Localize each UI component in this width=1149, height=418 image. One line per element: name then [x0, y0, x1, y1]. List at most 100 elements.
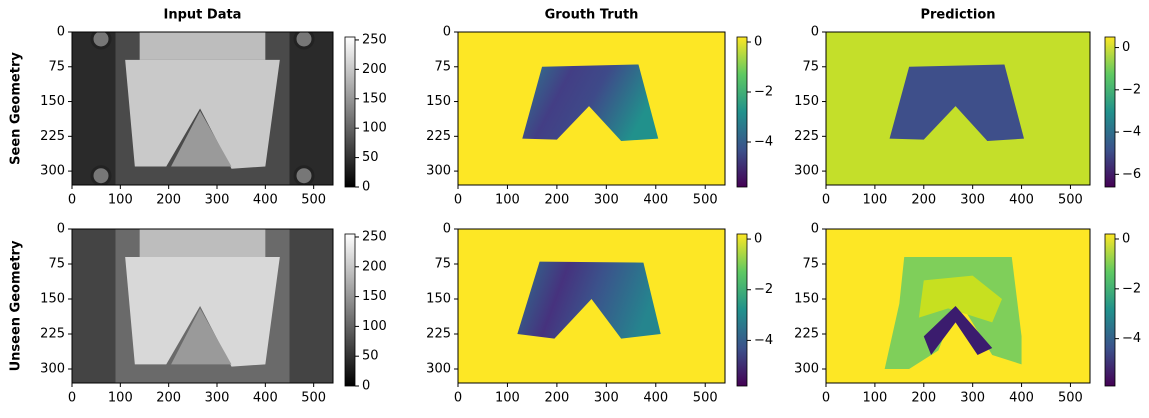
- image: [72, 229, 333, 383]
- y-tick-label: 75: [48, 59, 65, 74]
- x-tick-label: 500: [301, 193, 326, 208]
- y-tick-label: 150: [794, 292, 819, 307]
- colorbar-tick-label: 50: [362, 150, 379, 165]
- y-tick-label: 75: [802, 257, 819, 272]
- colorbar-tick-label: 200: [362, 259, 387, 274]
- colorbar-tick-label: 0: [754, 232, 762, 247]
- photo-rail: [72, 229, 116, 383]
- colorbar-tick-label: 250: [362, 229, 387, 244]
- field-bg: [458, 229, 725, 383]
- panel-title: Prediction: [920, 8, 995, 23]
- x-tick-label: 200: [544, 193, 569, 208]
- x-tick-label: 500: [301, 391, 326, 406]
- photo-rail: [290, 229, 334, 383]
- colorbar-tick-label: 200: [362, 62, 387, 77]
- x-tick-label: 300: [594, 193, 619, 208]
- colorbar-tick-label: 250: [362, 32, 387, 47]
- image: [458, 32, 725, 185]
- x-tick-label: 0: [68, 193, 76, 208]
- y-tick-label: 225: [426, 129, 451, 144]
- colorbar-tick-label: 0: [754, 35, 762, 50]
- x-tick-label: 500: [693, 193, 718, 208]
- x-tick-label: 300: [960, 193, 985, 208]
- colorbar: [1105, 37, 1115, 187]
- colorbar-tick-label: −2: [754, 85, 773, 100]
- y-tick-label: 300: [40, 362, 65, 377]
- y-tick-label: 75: [434, 59, 451, 74]
- y-tick-label: 225: [40, 129, 65, 144]
- y-tick-label: 300: [40, 164, 65, 179]
- colorbar: [737, 234, 747, 386]
- x-tick-label: 200: [911, 193, 936, 208]
- row-label: Unseen Geometry: [9, 240, 24, 371]
- y-tick-label: 225: [794, 129, 819, 144]
- y-tick-label: 300: [426, 164, 451, 179]
- photo-bolt: [92, 30, 110, 48]
- panel-title: Grouth Truth: [545, 8, 639, 23]
- photo-bolt: [295, 30, 313, 48]
- y-tick-label: 0: [443, 25, 451, 40]
- x-tick-label: 100: [108, 391, 133, 406]
- y-tick-label: 300: [426, 362, 451, 377]
- colorbar: [737, 37, 747, 187]
- x-tick-label: 200: [544, 391, 569, 406]
- colorbar-tick-label: 50: [362, 349, 379, 364]
- photo-rail: [72, 32, 116, 185]
- x-tick-label: 400: [1009, 391, 1034, 406]
- y-tick-label: 75: [434, 257, 451, 272]
- x-tick-label: 100: [862, 391, 887, 406]
- colorbar-tick-label: 100: [362, 121, 387, 136]
- x-tick-label: 200: [156, 193, 181, 208]
- colorbar-tick-label: 0: [1122, 40, 1130, 55]
- x-tick-label: 200: [911, 391, 936, 406]
- x-tick-label: 400: [253, 193, 278, 208]
- photo-top: [140, 229, 266, 257]
- x-tick-label: 500: [1058, 193, 1083, 208]
- x-tick-label: 0: [454, 391, 462, 406]
- photo-top: [140, 32, 266, 60]
- y-tick-label: 150: [40, 94, 65, 109]
- colorbar-tick-label: −4: [1122, 125, 1141, 140]
- x-tick-label: 400: [1009, 193, 1034, 208]
- x-tick-label: 0: [68, 391, 76, 406]
- x-tick-label: 400: [643, 391, 668, 406]
- x-tick-label: 400: [643, 193, 668, 208]
- y-tick-label: 0: [57, 222, 65, 237]
- image: [826, 32, 1090, 185]
- y-tick-label: 300: [794, 362, 819, 377]
- x-tick-label: 500: [1058, 391, 1083, 406]
- y-tick-label: 75: [802, 59, 819, 74]
- colorbar-tick-label: 150: [362, 91, 387, 106]
- colorbar: [1105, 234, 1115, 386]
- colorbar-tick-label: 0: [1122, 231, 1130, 246]
- image: [458, 229, 725, 383]
- colorbar-tick-label: −2: [754, 282, 773, 297]
- figure: Input DataSeen Geometry01002003004005000…: [0, 0, 1149, 418]
- colorbar-tick-label: −2: [1122, 82, 1141, 97]
- x-tick-label: 0: [454, 193, 462, 208]
- y-tick-label: 150: [40, 292, 65, 307]
- x-tick-label: 300: [594, 391, 619, 406]
- x-tick-label: 500: [693, 391, 718, 406]
- x-tick-label: 100: [495, 193, 520, 208]
- y-tick-label: 0: [811, 25, 819, 40]
- x-tick-label: 400: [253, 391, 278, 406]
- photo-bolt: [92, 167, 110, 185]
- y-tick-label: 225: [794, 327, 819, 342]
- image: [826, 229, 1090, 383]
- x-tick-label: 100: [862, 193, 887, 208]
- photo-bolt: [295, 167, 313, 185]
- y-tick-label: 150: [794, 94, 819, 109]
- x-tick-label: 100: [108, 193, 133, 208]
- panel-title: Input Data: [164, 8, 242, 23]
- y-tick-label: 0: [57, 25, 65, 40]
- colorbar: [345, 37, 355, 187]
- colorbar: [345, 234, 355, 386]
- photo-rail: [290, 32, 334, 185]
- y-tick-label: 300: [794, 164, 819, 179]
- row-label: Seen Geometry: [9, 52, 24, 165]
- colorbar-tick-label: 0: [362, 379, 370, 394]
- y-tick-label: 150: [426, 94, 451, 109]
- colorbar-tick-label: 150: [362, 289, 387, 304]
- y-tick-label: 225: [40, 327, 65, 342]
